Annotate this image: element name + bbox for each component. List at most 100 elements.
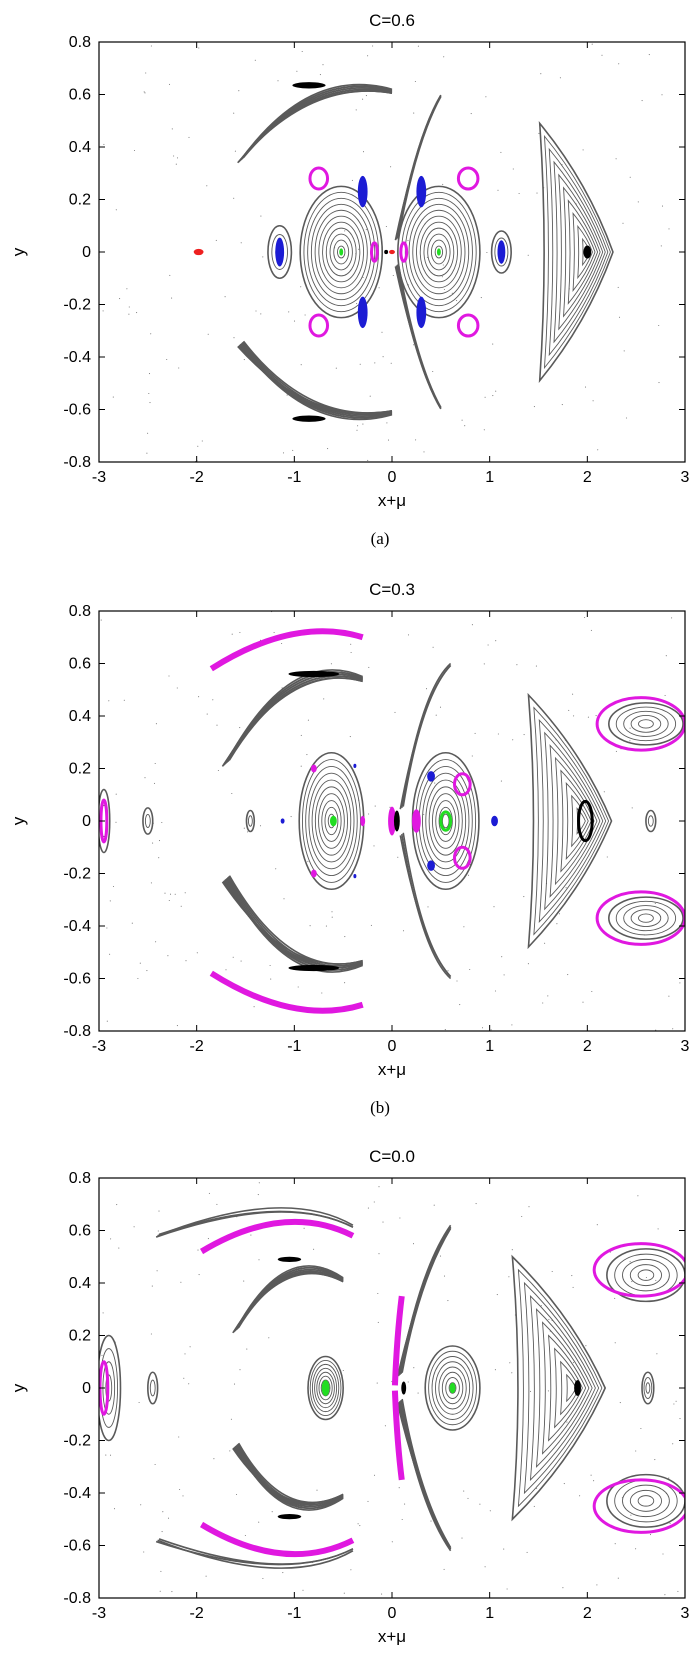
chaotic-dot bbox=[330, 663, 332, 665]
magenta-orbit-ring bbox=[592, 1478, 685, 1534]
chaotic-dot bbox=[167, 1517, 170, 1519]
orbit-curve bbox=[333, 239, 350, 265]
chaotic-dot bbox=[349, 736, 351, 738]
chaotic-dot bbox=[106, 1020, 108, 1022]
chaotic-dot bbox=[443, 1568, 445, 1570]
chaotic-dot bbox=[483, 663, 485, 665]
orbit-curve bbox=[637, 1495, 655, 1507]
chaotic-dot bbox=[390, 362, 392, 364]
chaotic-dot bbox=[178, 1436, 180, 1438]
red-orbit bbox=[193, 248, 204, 256]
chaotic-dot bbox=[282, 1572, 284, 1574]
orbit-curve bbox=[311, 779, 352, 863]
chaotic-dot bbox=[434, 782, 436, 784]
chaotic-dot bbox=[565, 887, 567, 889]
y-tick-label: 0.2 bbox=[69, 761, 91, 778]
crescent-orbits bbox=[232, 1442, 344, 1511]
chaotic-dot bbox=[675, 1400, 677, 1402]
orbit-curve bbox=[535, 1308, 593, 1468]
chaotic-dot bbox=[115, 821, 117, 823]
chaotic-dot bbox=[150, 882, 152, 884]
blue-orbit bbox=[353, 874, 357, 879]
orbit-curve bbox=[565, 781, 592, 861]
chaotic-dot bbox=[150, 45, 152, 47]
chaotic-dot bbox=[243, 1280, 245, 1282]
chaotic-dot bbox=[116, 1204, 118, 1206]
crescent-curve bbox=[158, 1538, 354, 1565]
chaotic-dot bbox=[140, 1504, 142, 1506]
chaotic-dot bbox=[322, 64, 324, 66]
chaotic-dot bbox=[173, 155, 175, 157]
chaotic-dot bbox=[521, 1215, 523, 1218]
chaotic-dot bbox=[158, 840, 161, 842]
orbit-curve bbox=[271, 234, 288, 270]
orbit-curve bbox=[324, 806, 339, 836]
chaotic-dot bbox=[423, 451, 425, 453]
chaotic-dot bbox=[501, 956, 503, 958]
black-orbit-ring bbox=[577, 799, 594, 843]
chaotic-dot bbox=[601, 54, 603, 56]
chaotic-dot bbox=[258, 1259, 260, 1261]
crescent-curve bbox=[391, 1295, 405, 1386]
chaotic-dot bbox=[572, 693, 574, 695]
chaotic-dot bbox=[101, 1354, 103, 1356]
chaotic-dot bbox=[467, 1497, 469, 1499]
crescent-orbits bbox=[396, 1224, 452, 1378]
chaotic-dot bbox=[323, 698, 325, 700]
orbit-curve bbox=[577, 224, 593, 280]
orbit-curve bbox=[533, 706, 610, 936]
black-orbit bbox=[583, 245, 592, 259]
chaotic-dot bbox=[356, 303, 358, 305]
chaotic-dot bbox=[331, 911, 333, 913]
chaotic-dot bbox=[492, 343, 494, 345]
chaotic-dot bbox=[671, 617, 673, 619]
orbit-curve bbox=[321, 800, 342, 842]
island-orbits bbox=[641, 1371, 655, 1405]
black-orbit bbox=[277, 1256, 302, 1262]
plot-area bbox=[99, 611, 685, 1031]
chaotic-dot bbox=[497, 189, 499, 191]
chaotic-dot bbox=[377, 1321, 379, 1323]
chaotic-dot bbox=[493, 906, 495, 908]
blue-orbit bbox=[497, 240, 506, 264]
chaotic-dot bbox=[649, 1534, 652, 1536]
chaotic-dot bbox=[216, 724, 218, 726]
orbit-curve bbox=[622, 1258, 670, 1292]
chaotic-dot bbox=[544, 942, 546, 944]
orbit-curve bbox=[638, 719, 654, 729]
chaotic-dot bbox=[480, 297, 482, 299]
chaotic-dot bbox=[123, 699, 125, 701]
black-orbit bbox=[401, 1381, 407, 1395]
orbit-curve bbox=[428, 1350, 477, 1426]
orbit-curve bbox=[538, 120, 614, 384]
crescent-curve bbox=[227, 876, 363, 969]
chaotic-dot bbox=[288, 311, 290, 313]
chaotic-dot bbox=[357, 425, 359, 427]
chaotic-dot bbox=[500, 780, 502, 782]
chaotic-dot bbox=[109, 1454, 112, 1456]
chaotic-dot bbox=[369, 395, 371, 397]
chaotic-dot bbox=[606, 856, 608, 858]
chaotic-dot bbox=[175, 163, 177, 165]
chaotic-dot bbox=[470, 113, 472, 115]
crescent-curve bbox=[400, 1399, 452, 1550]
magenta-orbit-ring bbox=[308, 313, 330, 338]
chaotic-dot bbox=[275, 868, 277, 870]
orbit-curve bbox=[511, 1254, 607, 1522]
chaotic-dot bbox=[582, 149, 584, 151]
orbit-curve bbox=[308, 772, 355, 870]
chaotic-dot bbox=[559, 77, 561, 79]
chaotic-dot bbox=[128, 306, 130, 308]
chaotic-dot bbox=[213, 1458, 215, 1460]
chaotic-dot bbox=[444, 1029, 446, 1031]
chaotic-dot bbox=[619, 1402, 621, 1404]
chaotic-dot bbox=[495, 390, 497, 392]
chaotic-dot bbox=[548, 1318, 550, 1320]
chaotic-dot bbox=[176, 157, 179, 159]
chaotic-dot bbox=[378, 287, 380, 289]
crescent-curve bbox=[227, 875, 363, 967]
chaotic-dot bbox=[367, 55, 369, 57]
orbit-curve bbox=[247, 815, 253, 827]
orbit-curve bbox=[615, 900, 677, 936]
chaotic-dot bbox=[386, 422, 388, 424]
